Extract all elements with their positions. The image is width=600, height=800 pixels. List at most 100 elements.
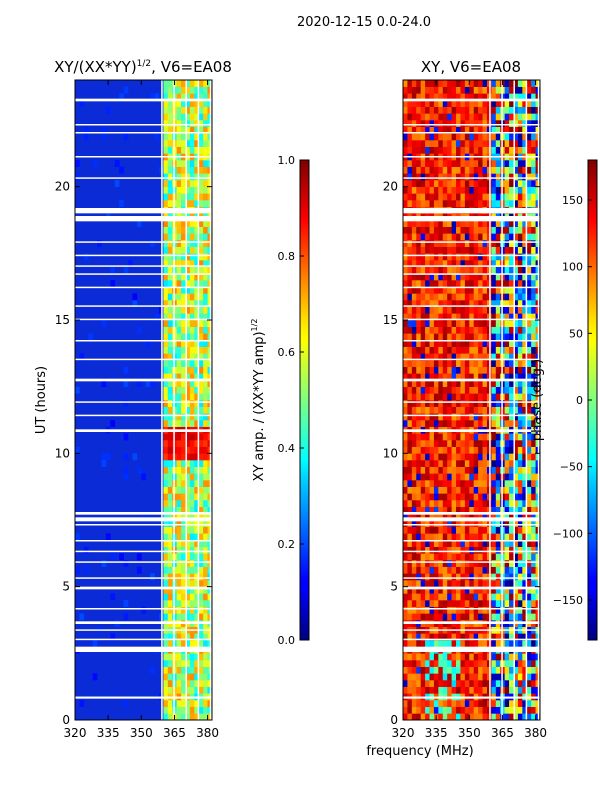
amp-cell xyxy=(167,253,173,261)
phase-cell xyxy=(504,293,510,301)
amp-cell xyxy=(189,140,195,147)
phase-cell xyxy=(531,493,536,501)
phase-cell xyxy=(482,180,488,187)
phase-cell xyxy=(420,160,426,167)
phase-cell xyxy=(504,700,510,707)
phase-cell xyxy=(464,573,470,581)
phase-cell xyxy=(509,713,514,720)
amp-cell xyxy=(194,713,200,720)
phase-cell xyxy=(407,160,413,167)
phase-cell xyxy=(433,680,439,687)
amp-cell xyxy=(136,553,142,561)
phase-cell xyxy=(531,173,536,181)
phase-cell xyxy=(509,413,514,421)
phase-cell xyxy=(482,260,488,267)
phase-cell xyxy=(464,120,470,127)
phase-cell xyxy=(495,460,501,467)
phase-cell xyxy=(513,673,519,681)
phase-cell xyxy=(403,146,408,154)
phase-cell xyxy=(509,566,514,574)
phase-cell xyxy=(504,446,510,454)
phase-cell xyxy=(469,526,475,534)
phase-cell xyxy=(416,126,421,134)
phase-cell xyxy=(456,293,461,301)
amp-cell xyxy=(198,360,204,367)
amp-cell xyxy=(194,320,200,327)
amp-cell xyxy=(176,280,182,287)
amp-cell xyxy=(176,560,182,567)
amp-cell xyxy=(194,233,200,241)
amp-cell xyxy=(189,700,195,707)
amp-cell xyxy=(167,193,173,201)
phase-cell xyxy=(517,406,523,414)
amp-flag-gap xyxy=(75,177,212,179)
phase-cell xyxy=(464,566,470,574)
phase-cell xyxy=(438,680,444,687)
amp-cell xyxy=(194,560,200,567)
amp-cell xyxy=(194,253,200,261)
phase-cell xyxy=(469,93,475,101)
phase-cell xyxy=(438,446,444,454)
phase-cell xyxy=(411,400,417,407)
phase-cell xyxy=(531,433,536,441)
amp-cell xyxy=(194,146,200,154)
phase-cell xyxy=(464,640,470,647)
amp-cell xyxy=(189,666,195,674)
amp-cell xyxy=(198,333,204,341)
phase-cell xyxy=(513,446,519,454)
phase-cell xyxy=(464,166,470,174)
phase-cell xyxy=(407,313,413,321)
phase-cell xyxy=(438,706,444,714)
amp-cell xyxy=(194,566,200,574)
phase-cell xyxy=(403,266,408,274)
phase-cell xyxy=(469,320,475,327)
phase-cell xyxy=(509,480,514,487)
phase-ytick-label: 0 xyxy=(390,713,398,727)
phase-cell xyxy=(429,300,435,307)
amp-cell xyxy=(167,246,173,254)
phase-cell xyxy=(456,446,461,454)
phase-cell xyxy=(495,346,501,354)
phase-cell xyxy=(517,320,523,327)
phase-cell xyxy=(429,633,435,641)
phase-cell xyxy=(438,386,444,394)
phase-cell xyxy=(407,666,413,674)
phase-cell xyxy=(403,553,408,561)
amp-cell xyxy=(163,246,169,254)
amp-cell xyxy=(185,326,191,334)
amp-cell xyxy=(154,133,160,141)
phase-cell xyxy=(456,180,461,187)
phase-cell xyxy=(517,400,523,407)
phase-cell xyxy=(464,406,470,414)
phase-cell xyxy=(531,200,536,207)
phase-cell xyxy=(473,106,479,114)
amp-cell xyxy=(181,533,186,541)
phase-cell xyxy=(403,680,408,687)
amp-cell xyxy=(189,333,195,341)
phase-cell xyxy=(407,133,413,141)
phase-cell xyxy=(509,493,514,501)
phase-cell xyxy=(469,253,475,261)
phase-cell xyxy=(411,486,417,494)
amp-cell xyxy=(75,173,80,181)
amp-cell xyxy=(176,706,182,714)
phase-cell xyxy=(403,366,408,374)
amp-cell xyxy=(167,300,173,307)
phase-cell xyxy=(491,473,497,481)
amp-cell xyxy=(167,333,173,341)
amp-cell xyxy=(198,260,204,267)
amp-cell xyxy=(176,100,182,107)
phase-cell xyxy=(526,526,532,534)
phase-cell xyxy=(526,446,532,454)
phase-cell xyxy=(407,293,413,301)
phase-cell xyxy=(473,173,479,181)
phase-cell xyxy=(411,493,417,501)
phase-cell xyxy=(442,700,448,707)
phase-cell xyxy=(473,640,479,647)
phase-cell xyxy=(469,273,475,281)
phase-cell xyxy=(460,393,466,401)
phase-cell xyxy=(451,633,457,641)
phase-cell xyxy=(403,340,408,347)
phase-colorbar-tick-label: 100 xyxy=(562,261,583,274)
phase-cell xyxy=(425,293,430,301)
